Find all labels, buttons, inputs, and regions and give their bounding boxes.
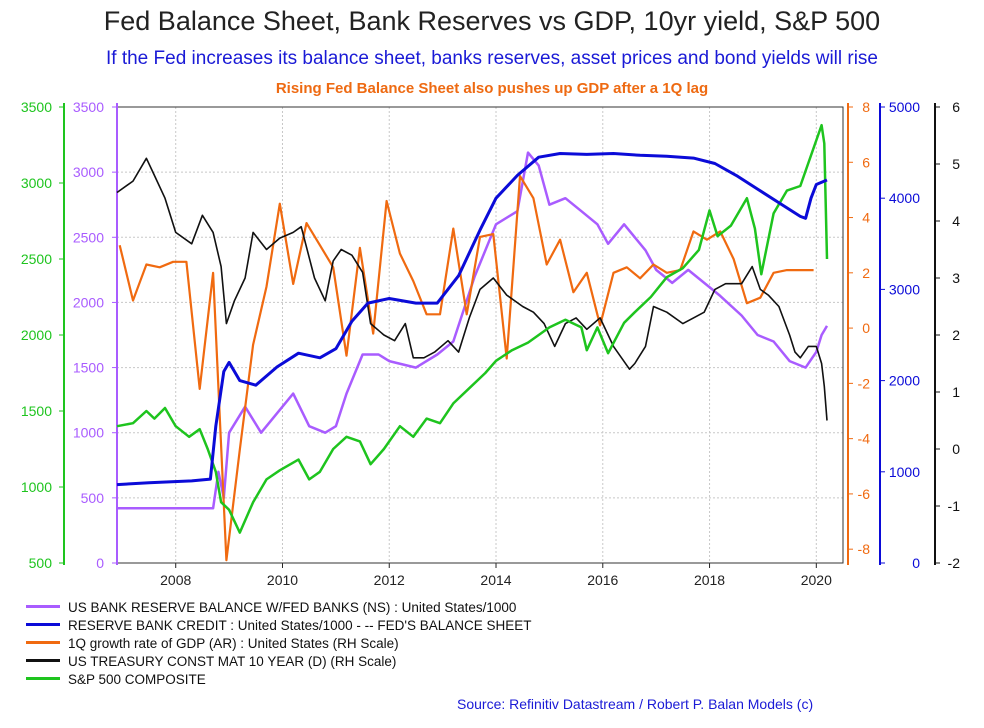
axis-label-yield: 0 xyxy=(952,441,960,457)
legend-item-fed: RESERVE BANK CREDIT : United States/1000… xyxy=(26,618,531,636)
legend-label-reserves: US BANK RESERVE BALANCE W/FED BANKS (NS)… xyxy=(68,600,517,615)
axis-label-reserves: 2000 xyxy=(73,294,104,310)
axis-label-sp500: 3500 xyxy=(21,99,52,115)
axis-label-sp500: 2500 xyxy=(21,251,52,267)
legend-label-yield: US TREASURY CONST MAT 10 YEAR (D) (RH Sc… xyxy=(68,654,397,669)
legend-item-sp500: S&P 500 COMPOSITE xyxy=(26,672,531,690)
legend-label-sp500: S&P 500 COMPOSITE xyxy=(68,672,206,687)
axis-label-reserves: 0 xyxy=(96,555,104,571)
axis-label-yield: -1 xyxy=(948,498,961,514)
axis-label-yield: 4 xyxy=(952,213,960,229)
axis-label-gdp: 6 xyxy=(862,154,870,170)
axis-label-gdp: 8 xyxy=(862,99,870,115)
axis-label-sp500: 2000 xyxy=(21,327,52,343)
x-tick-label: 2016 xyxy=(587,572,618,588)
legend-item-gdp: 1Q growth rate of GDP (AR) : United Stat… xyxy=(26,636,531,654)
axis-label-gdp: -8 xyxy=(858,541,871,557)
series-line-sp500 xyxy=(116,123,829,534)
chart-subtitle-secondary: Rising Fed Balance Sheet also pushes up … xyxy=(275,80,709,97)
legend-swatch-sp500 xyxy=(26,676,60,680)
x-tick-label: 2018 xyxy=(694,572,725,588)
series-line-gdp xyxy=(118,175,814,562)
axis-label-fed: 0 xyxy=(912,555,920,571)
axis-label-sp500: 500 xyxy=(29,555,53,571)
series-line-reserves xyxy=(117,151,829,510)
axis-label-gdp: -4 xyxy=(858,431,871,447)
axis-label-reserves: 1500 xyxy=(73,360,104,376)
legend-swatch-reserves xyxy=(26,604,60,608)
axis-label-yield: 6 xyxy=(952,99,960,115)
axis-label-fed: 3000 xyxy=(889,281,920,297)
axis-label-sp500: 1500 xyxy=(21,403,52,419)
x-tick-label: 2020 xyxy=(801,572,832,588)
legend-item-yield: US TREASURY CONST MAT 10 YEAR (D) (RH Sc… xyxy=(26,654,531,672)
axis-label-fed: 4000 xyxy=(889,190,920,206)
axis-label-reserves: 1000 xyxy=(73,425,104,441)
axis-label-reserves: 2500 xyxy=(73,229,104,245)
axis-label-sp500: 1000 xyxy=(21,479,52,495)
chart-title: Fed Balance Sheet, Bank Reserves vs GDP,… xyxy=(103,6,881,36)
legend: US BANK RESERVE BALANCE W/FED BANKS (NS)… xyxy=(26,600,531,690)
axis-label-gdp: -2 xyxy=(858,375,871,391)
x-tick-label: 2010 xyxy=(267,572,298,588)
axis-label-gdp: 4 xyxy=(862,210,870,226)
axis-label-gdp: -6 xyxy=(858,486,871,502)
axis-label-reserves: 3500 xyxy=(73,99,104,115)
axis-label-sp500: 3000 xyxy=(21,175,52,191)
axis-label-yield: -2 xyxy=(948,555,961,571)
legend-label-gdp: 1Q growth rate of GDP (AR) : United Stat… xyxy=(68,636,399,651)
series-line-yield xyxy=(116,157,828,421)
legend-label-fed: RESERVE BANK CREDIT : United States/1000… xyxy=(68,618,532,633)
legend-item-reserves: US BANK RESERVE BALANCE W/FED BANKS (NS)… xyxy=(26,600,531,618)
axis-label-fed: 5000 xyxy=(889,99,920,115)
axis-label-gdp: 2 xyxy=(862,265,870,281)
x-tick-label: 2014 xyxy=(480,572,511,588)
series-line-fed xyxy=(116,152,828,487)
axis-label-reserves: 3000 xyxy=(73,164,104,180)
axis-label-yield: 2 xyxy=(952,327,960,343)
chart-subtitle: If the Fed increases its balance sheet, … xyxy=(106,48,878,69)
legend-swatch-gdp xyxy=(26,640,60,644)
legend-swatch-fed xyxy=(26,622,60,626)
axis-label-reserves: 500 xyxy=(81,490,105,506)
x-tick-label: 2012 xyxy=(374,572,405,588)
axis-label-fed: 2000 xyxy=(889,373,920,389)
source-credit: Source: Refinitiv Datastream / Robert P.… xyxy=(457,696,814,712)
x-tick-label: 2008 xyxy=(160,572,191,588)
axis-label-yield: 5 xyxy=(952,156,960,172)
axis-label-fed: 1000 xyxy=(889,464,920,480)
axis-label-gdp: 0 xyxy=(862,320,870,336)
axis-label-yield: 1 xyxy=(952,384,960,400)
legend-swatch-yield xyxy=(26,658,60,662)
axis-label-yield: 3 xyxy=(952,270,960,286)
